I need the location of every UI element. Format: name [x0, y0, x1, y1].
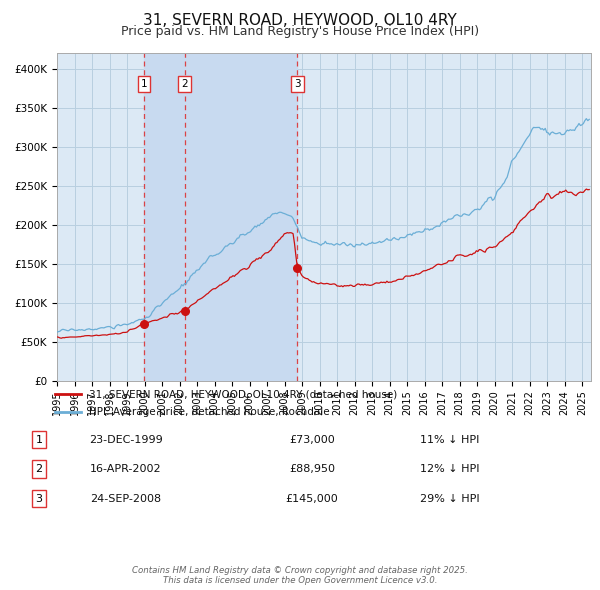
Text: 2: 2	[181, 79, 188, 89]
Text: 31, SEVERN ROAD, HEYWOOD, OL10 4RY (detached house): 31, SEVERN ROAD, HEYWOOD, OL10 4RY (deta…	[89, 389, 397, 399]
Text: 3: 3	[294, 79, 301, 89]
Text: £73,000: £73,000	[289, 435, 335, 444]
Text: 24-SEP-2008: 24-SEP-2008	[91, 494, 161, 503]
Text: 31, SEVERN ROAD, HEYWOOD, OL10 4RY: 31, SEVERN ROAD, HEYWOOD, OL10 4RY	[143, 13, 457, 28]
Bar	[144, 53, 185, 381]
Bar	[185, 53, 298, 381]
Text: Contains HM Land Registry data © Crown copyright and database right 2025.
This d: Contains HM Land Registry data © Crown c…	[132, 566, 468, 585]
Text: 3: 3	[35, 494, 43, 503]
Text: 11% ↓ HPI: 11% ↓ HPI	[421, 435, 479, 444]
Text: 1: 1	[35, 435, 43, 444]
Text: 12% ↓ HPI: 12% ↓ HPI	[420, 464, 480, 474]
Text: £145,000: £145,000	[286, 494, 338, 503]
Text: 2: 2	[35, 464, 43, 474]
Text: 29% ↓ HPI: 29% ↓ HPI	[420, 494, 480, 503]
Text: £88,950: £88,950	[289, 464, 335, 474]
Text: Price paid vs. HM Land Registry's House Price Index (HPI): Price paid vs. HM Land Registry's House …	[121, 25, 479, 38]
Text: 1: 1	[141, 79, 148, 89]
Text: 16-APR-2002: 16-APR-2002	[90, 464, 162, 474]
Text: HPI: Average price, detached house, Rochdale: HPI: Average price, detached house, Roch…	[89, 407, 329, 417]
Text: 23-DEC-1999: 23-DEC-1999	[89, 435, 163, 444]
